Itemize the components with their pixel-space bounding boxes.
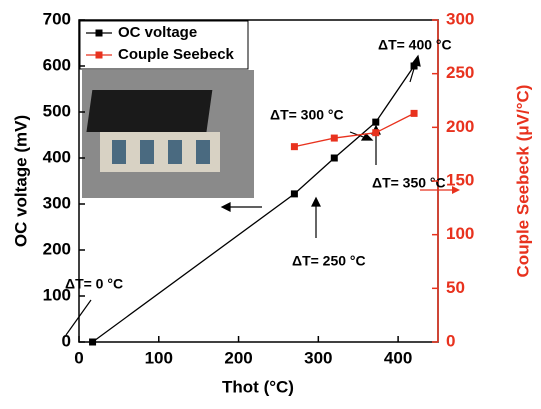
legend-marker — [96, 30, 103, 37]
legend-label: OC voltage — [118, 24, 197, 41]
y2-tick-label: 150 — [446, 170, 474, 189]
y2-tick-label: 0 — [446, 331, 455, 350]
data-point — [411, 63, 418, 70]
data-point — [372, 129, 379, 136]
annotation: ΔT= 0 °C — [65, 276, 123, 292]
x-tick-label: 300 — [304, 348, 332, 367]
data-point — [89, 339, 96, 346]
y-tick-label: 300 — [43, 193, 71, 212]
legend-marker — [96, 52, 103, 59]
y-tick-label: 600 — [43, 55, 71, 74]
inset-photo — [82, 70, 254, 198]
y2-tick-label: 50 — [446, 278, 465, 297]
annotation: ΔT= 300 °C — [270, 107, 344, 123]
data-point — [372, 119, 379, 126]
y2-tick-label: 200 — [446, 117, 474, 136]
x-tick-label: 100 — [145, 348, 173, 367]
x-tick-label: 0 — [74, 348, 83, 367]
data-point — [291, 143, 298, 150]
y-tick-label: 100 — [43, 285, 71, 304]
y-tick-label: 0 — [62, 331, 71, 350]
data-point — [411, 110, 418, 117]
data-point — [291, 190, 298, 197]
y-tick-label: 500 — [43, 101, 71, 120]
x-tick-label: 400 — [384, 348, 412, 367]
legend-label: Couple Seebeck — [118, 46, 235, 63]
data-point — [331, 135, 338, 142]
annotation: ΔT= 400 °C — [378, 37, 452, 53]
y2-tick-label: 300 — [446, 9, 474, 28]
data-point — [331, 155, 338, 162]
y-tick-label: 200 — [43, 239, 71, 258]
y2-tick-label: 250 — [446, 63, 474, 82]
y-tick-label: 700 — [43, 9, 71, 28]
x-axis-label: Thot (°C) — [222, 377, 294, 396]
annotation: ΔT= 350 °C — [372, 175, 446, 191]
annotation: ΔT= 250 °C — [292, 253, 366, 269]
y-tick-label: 400 — [43, 147, 71, 166]
x-tick-label: 200 — [224, 348, 252, 367]
y-axis-label: OC voltage (mV) — [11, 115, 30, 247]
chart: ΔT= 0 °C ΔT= 250 °C ΔT= 300 °C ΔT= 350 °… — [0, 0, 541, 409]
y2-axis-label: Couple Seebeck (μV/°C) — [513, 85, 532, 278]
y2-tick-label: 100 — [446, 224, 474, 243]
